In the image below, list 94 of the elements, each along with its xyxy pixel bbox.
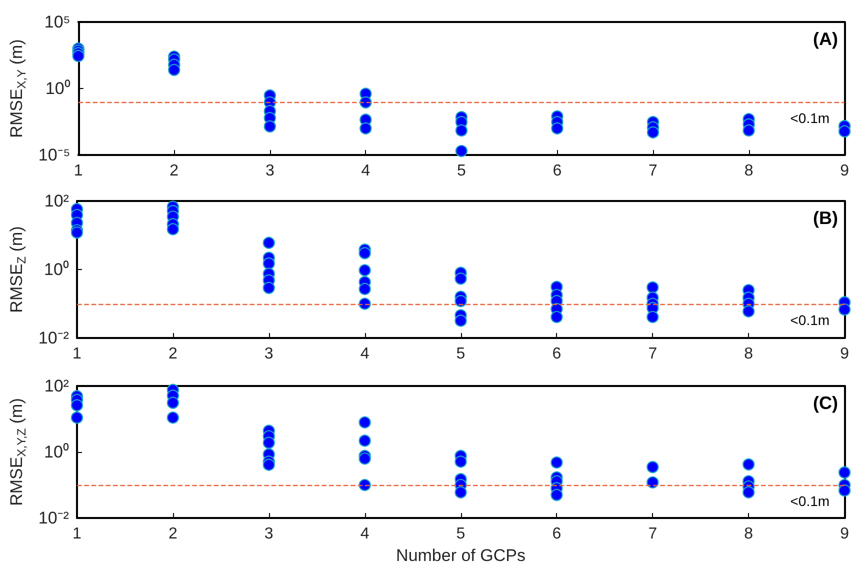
x-tick-label: 7 bbox=[648, 526, 658, 542]
point bbox=[358, 298, 371, 310]
point bbox=[551, 122, 564, 134]
x-axis-title: Number of GCPs bbox=[396, 546, 526, 565]
point bbox=[358, 264, 371, 276]
y-tick-label: 10² bbox=[44, 192, 70, 210]
point bbox=[454, 314, 467, 327]
point bbox=[454, 456, 467, 468]
ref-line-label: <0.1m bbox=[790, 312, 830, 328]
x-tick-label: 5 bbox=[456, 346, 466, 362]
point bbox=[358, 416, 371, 428]
annotation: (A) bbox=[813, 29, 838, 49]
annotation: (C) bbox=[813, 393, 838, 413]
x-tick-label: 9 bbox=[840, 526, 850, 542]
point bbox=[358, 247, 371, 260]
point bbox=[838, 125, 851, 138]
point bbox=[360, 122, 372, 134]
x-tick-label: 7 bbox=[648, 162, 658, 180]
y-tick-label: 10² bbox=[44, 376, 70, 396]
point bbox=[262, 257, 275, 270]
x-tick-label: 4 bbox=[360, 526, 370, 542]
point bbox=[70, 412, 84, 424]
point bbox=[646, 460, 659, 474]
point bbox=[70, 226, 84, 239]
point bbox=[838, 466, 851, 479]
point bbox=[168, 64, 180, 76]
x-tick-label: 2 bbox=[170, 162, 179, 180]
x-tick-label: 3 bbox=[264, 526, 274, 542]
x-tick-label: 2 bbox=[168, 346, 178, 362]
x-tick-label: 6 bbox=[552, 346, 562, 362]
x-tick-label: 3 bbox=[265, 162, 274, 180]
point bbox=[455, 144, 468, 158]
point bbox=[262, 236, 275, 249]
point bbox=[838, 303, 851, 316]
point bbox=[550, 456, 563, 469]
x-tick-label: 5 bbox=[457, 162, 466, 180]
y-tick-label: 10⁵ bbox=[44, 12, 70, 32]
x-tick-label: 4 bbox=[361, 162, 370, 180]
x-tick-label: 6 bbox=[552, 526, 562, 542]
x-tick-label: 2 bbox=[168, 526, 178, 542]
point bbox=[358, 478, 371, 492]
x-tick-label: 1 bbox=[72, 346, 82, 362]
x-tick-label: 8 bbox=[744, 162, 754, 180]
y-axis-title: RMSEX,Y,Z (m) bbox=[7, 398, 28, 506]
x-tick-label: 8 bbox=[744, 526, 754, 542]
x-tick-label: 4 bbox=[360, 346, 370, 362]
point bbox=[742, 458, 755, 471]
point bbox=[455, 124, 468, 137]
annotation: (B) bbox=[813, 208, 838, 228]
y-tick-label: 10⁰ bbox=[44, 260, 69, 279]
point bbox=[360, 96, 372, 109]
point bbox=[72, 50, 84, 62]
x-tick-label: 1 bbox=[72, 526, 82, 542]
point bbox=[358, 452, 371, 465]
point bbox=[838, 484, 851, 497]
x-tick-label: 9 bbox=[840, 162, 850, 180]
point bbox=[262, 282, 275, 294]
x-tick-label: 7 bbox=[648, 346, 658, 362]
x-tick-label: 8 bbox=[744, 346, 754, 362]
point bbox=[646, 476, 659, 488]
x-tick-label: 1 bbox=[74, 162, 83, 180]
point bbox=[454, 272, 467, 285]
x-tick-label: 9 bbox=[840, 346, 850, 362]
point bbox=[742, 486, 755, 498]
point bbox=[264, 120, 276, 133]
point bbox=[742, 305, 755, 318]
x-tick-label: 6 bbox=[552, 162, 562, 180]
point bbox=[166, 412, 180, 424]
point bbox=[358, 434, 371, 447]
point bbox=[262, 458, 275, 471]
point bbox=[262, 436, 275, 449]
point bbox=[646, 310, 659, 324]
ref-line-label: <0.1m bbox=[790, 493, 830, 509]
point bbox=[742, 124, 755, 137]
y-axis-title: RMSEX,Y (m) bbox=[7, 39, 28, 138]
ref-line-label: <0.1m bbox=[790, 110, 830, 126]
point bbox=[358, 282, 371, 296]
point bbox=[646, 281, 659, 294]
y-tick-label: 10⁻⁵ bbox=[38, 146, 70, 164]
point bbox=[166, 396, 180, 409]
point bbox=[454, 486, 467, 498]
point bbox=[70, 399, 84, 412]
y-tick-label: 10⁰ bbox=[45, 79, 70, 98]
y-axis-title: RMSEZ (m) bbox=[7, 226, 28, 313]
point bbox=[550, 488, 563, 502]
point bbox=[646, 126, 660, 138]
point bbox=[550, 310, 563, 324]
y-tick-label: 10⁻² bbox=[38, 328, 70, 348]
point bbox=[166, 223, 180, 236]
y-tick-label: 10⁻² bbox=[38, 508, 70, 528]
point bbox=[454, 294, 467, 308]
x-tick-label: 3 bbox=[264, 346, 274, 362]
y-tick-label: 10⁰ bbox=[44, 442, 69, 462]
x-tick-label: 5 bbox=[456, 526, 466, 542]
